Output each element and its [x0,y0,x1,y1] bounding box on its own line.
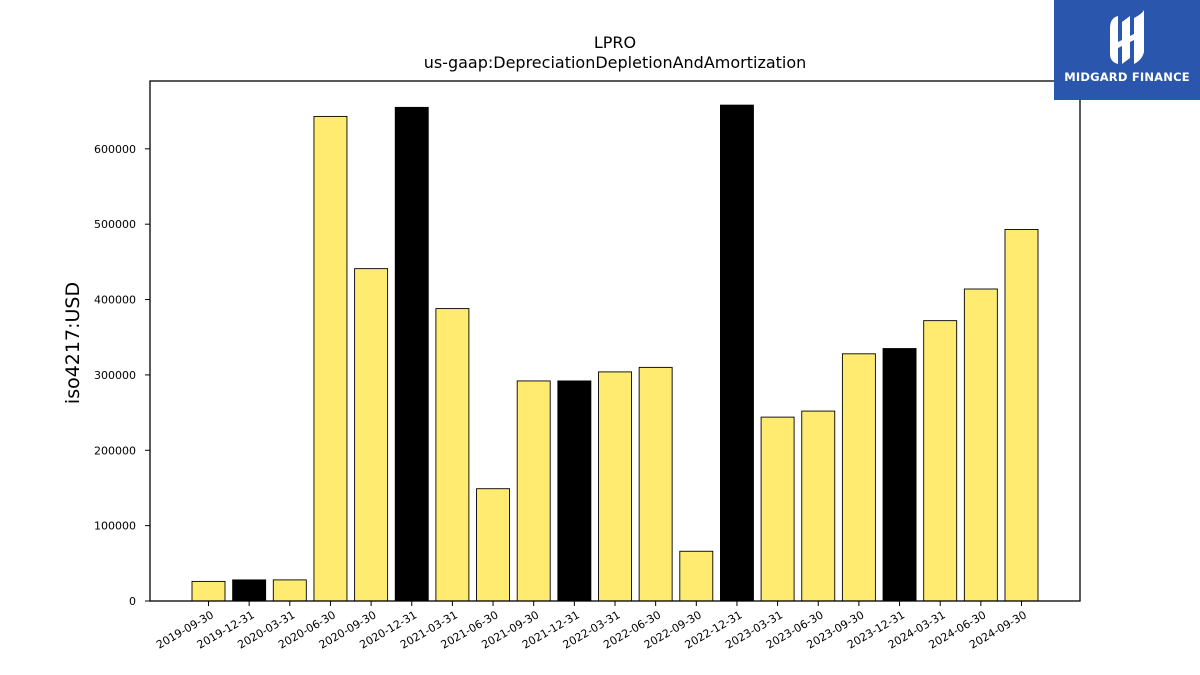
bar-2019-09-30 [191,580,226,602]
bar-2023-09-30 [841,353,876,602]
y-tick-label: 200000 [94,444,136,457]
bar-2023-03-31 [760,416,795,602]
y-tick-label: 600000 [94,143,136,156]
chart-subtitle: us-gaap:DepreciationDepletionAndAmortiza… [424,53,807,72]
bars-group [191,104,1039,602]
logo-text: MIDGARD FINANCE [1064,70,1190,84]
y-tick-label: 100000 [94,520,136,533]
plot-frame [149,80,1081,602]
y-axis: 0 100000 200000 300000 400000 500000 600000 [94,143,150,608]
bar-2020-06-30 [313,115,348,602]
chart-title: LPRO [594,33,636,52]
bar-2022-03-31 [598,371,632,602]
y-tick-label: 0 [129,595,136,608]
bar-2023-06-30 [801,410,836,602]
bar-2024-09-30 [1004,229,1039,602]
midgard-logo-icon [1110,10,1144,64]
bar-2021-06-30 [476,488,510,602]
midgard-finance-logo: MIDGARD FINANCE [1054,0,1200,100]
y-tick-label: 500000 [94,218,136,231]
bar-2024-03-31 [923,320,958,602]
y-tick-label: 300000 [94,369,136,382]
bar-2024-06-30 [963,288,998,602]
bar-2020-12-31 [394,106,429,602]
bar-2019-12-31 [232,579,267,602]
bar-2021-12-31 [557,380,592,602]
bar-2022-12-31 [720,104,754,602]
bar-2022-06-30 [638,366,673,602]
y-tick-label: 400000 [94,294,136,307]
bar-2020-03-31 [272,579,307,602]
bar-2020-09-30 [354,268,389,602]
bar-2021-03-31 [435,308,470,602]
bar-2021-09-30 [516,380,551,602]
x-axis: 2019-09-302019-12-312020-03-312020-06-30… [154,601,1029,652]
bar-2022-09-30 [679,550,714,602]
bar-2023-12-31 [882,348,917,602]
y-axis-label: iso4217:USD [62,282,84,404]
